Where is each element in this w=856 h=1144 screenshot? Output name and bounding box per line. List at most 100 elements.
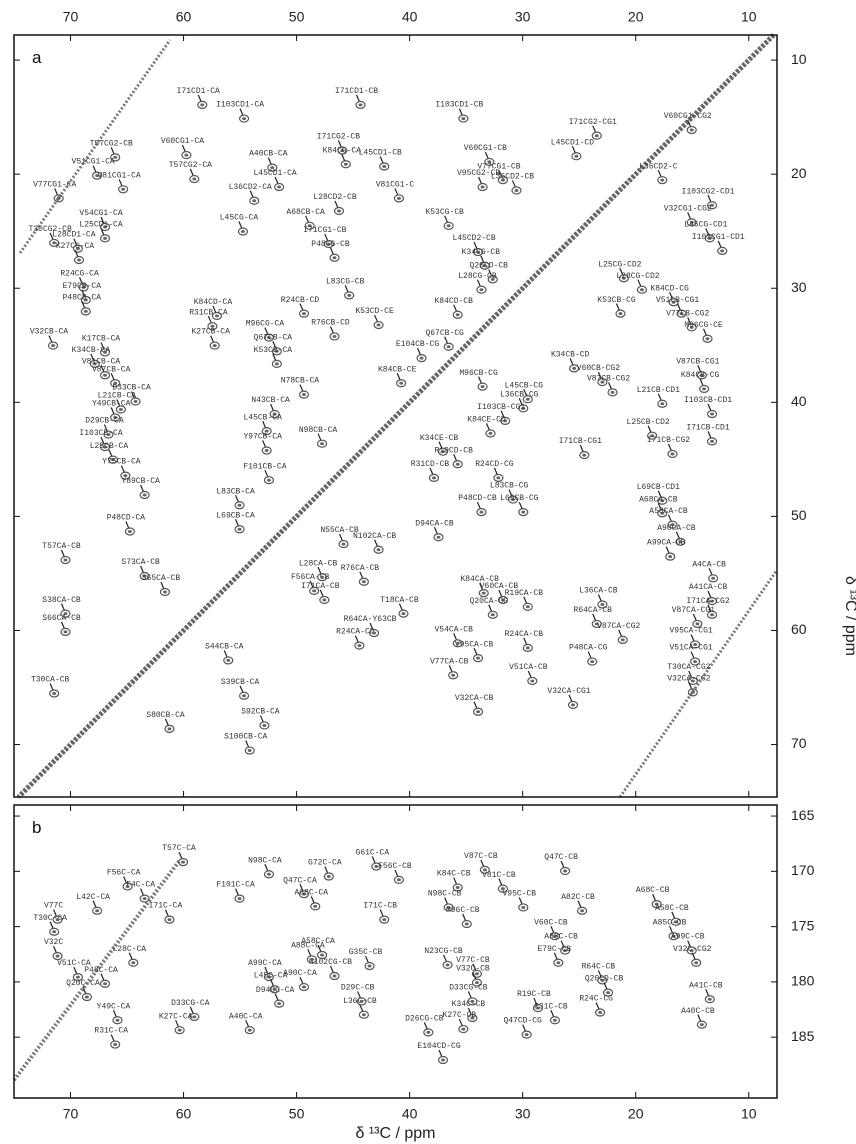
peak-label: F56C-CA <box>107 869 141 878</box>
peak-label: V32C-CG2 <box>673 945 712 954</box>
peak-label: P48CD-CB <box>458 494 497 503</box>
peak-label: Q47CD-CG <box>503 1017 542 1026</box>
cross-peak-core <box>456 642 460 645</box>
cross-peak-core <box>574 155 578 158</box>
peak-label: V54CG1-CA <box>79 209 122 218</box>
cross-peak-core <box>563 869 567 872</box>
cross-peak-core <box>668 555 672 558</box>
peak-label: T30CA-CB <box>31 676 70 685</box>
peak-label: T57CA-CB <box>42 542 81 551</box>
cross-peak-core <box>320 953 324 956</box>
cross-peak-core <box>181 861 185 864</box>
peak-label: A58CA-CB <box>649 507 688 516</box>
cross-peak-core <box>362 580 366 583</box>
cross-peak-core <box>52 930 56 933</box>
peak-label: L28CA-CB <box>299 559 338 568</box>
peak-label: K84CG-CA <box>323 146 362 155</box>
peak-label: D29C-CB <box>341 984 375 993</box>
cross-peak-core <box>530 679 534 682</box>
peak-label: V77CA-CB <box>430 657 469 666</box>
cross-peak-core <box>426 1031 430 1034</box>
x-tick-label: 30 <box>515 1106 531 1122</box>
peak-label: I71CG2-CB <box>317 133 360 142</box>
cross-peak-core <box>357 644 361 647</box>
peak-label: L45CD1-CA <box>254 169 297 178</box>
cross-peak-core <box>451 674 455 677</box>
peak-label: L25CB-CD2 <box>627 418 670 427</box>
cross-peak-core <box>327 875 331 878</box>
peak-label: I71C-CB <box>363 902 397 911</box>
peak-label: K53CB-CG <box>597 296 636 305</box>
panel-label: b <box>32 818 41 837</box>
peak-label: Y49CB-CA <box>92 400 131 409</box>
x-tick-label: 60 <box>176 1106 192 1122</box>
x-tick-label: 70 <box>63 1106 79 1122</box>
peak-label: E104CD-CG <box>417 1042 460 1051</box>
peak-label: V60CB-CG2 <box>577 364 620 373</box>
peak-label: N43CB-CA <box>251 396 290 405</box>
peak-label: I103CD1-CA <box>216 101 264 110</box>
peak-label: V81CG1-C <box>376 181 415 190</box>
peak-label: R31C-CB <box>534 1002 568 1011</box>
peak-label: V60C-CB <box>534 918 568 927</box>
cross-peak-core <box>359 103 363 106</box>
cross-peak-core <box>526 646 530 649</box>
cross-peak-core <box>192 178 196 181</box>
peak-label: L28C-CA <box>112 945 146 954</box>
cross-peak-core <box>262 724 266 727</box>
peak-label: N102CG-CB <box>309 958 352 967</box>
y-tick-label: 170 <box>791 862 815 878</box>
cross-peak-core <box>238 528 242 531</box>
peak-label: V87CB-CG2 <box>587 374 630 383</box>
peak-label: I103CB-CD1 <box>684 396 732 405</box>
peak-label: F56C-CB <box>378 862 412 871</box>
peak-label: V32CA-CG1 <box>547 687 590 696</box>
peak-label: G35C-CB <box>349 948 383 957</box>
peak-label: I71CD1-CA <box>177 87 220 96</box>
cross-peak-core <box>267 479 271 482</box>
cross-peak-core <box>178 1029 182 1032</box>
cross-peak-core <box>337 209 341 212</box>
y-tick-label: 165 <box>791 807 815 823</box>
cross-peak-core <box>265 449 269 452</box>
cross-peak-core <box>441 1059 445 1062</box>
cross-peak-core <box>273 988 277 991</box>
peak-label: D26CG-CB <box>405 1015 444 1024</box>
cross-peak-core <box>103 237 107 240</box>
peak-label: K84C-CB <box>437 870 471 879</box>
cross-peak-core <box>163 590 167 593</box>
peak-label: Q67CB-CG <box>425 329 464 338</box>
peak-label: S80CB-CA <box>146 711 185 720</box>
peak-label: A90C-CA <box>283 969 317 978</box>
cross-peak-core <box>461 1028 465 1031</box>
peak-label: V81CG1-CA <box>98 171 141 180</box>
peak-label: L36CD2-CA <box>229 183 272 192</box>
peak-label: P48CB-CA <box>63 293 102 302</box>
peak-label: R24CD-CG <box>475 460 514 469</box>
peak-label: P48CD-CA <box>107 514 146 523</box>
cross-peak-core <box>184 154 188 157</box>
peak-label: V87CB-CA <box>92 365 131 374</box>
cross-peak-core <box>482 592 486 595</box>
peak-label: L36CD2-C <box>639 162 678 171</box>
cross-peak-core <box>313 905 317 908</box>
panel: 70605040302010165170175180185bδ ¹³C / pp… <box>14 805 815 1142</box>
x-tick-label: 10 <box>741 9 757 25</box>
peak-label: R24CG-CA <box>60 270 99 279</box>
cross-peak-core <box>242 117 246 120</box>
peak-label: A40CB-CA <box>249 150 288 159</box>
cross-peak-core <box>143 494 147 497</box>
cross-peak-core <box>77 259 81 262</box>
cross-peak-core <box>660 179 664 182</box>
cross-peak-core <box>476 657 480 660</box>
peak-label: K27CB-CA <box>191 328 230 337</box>
peak-label: V87CB-CG1 <box>676 357 719 366</box>
peak-label: K84CD-CA <box>194 298 233 307</box>
cross-peak-core <box>115 1019 119 1022</box>
cross-peak-core <box>706 337 710 340</box>
cross-peak-core <box>226 659 230 662</box>
cross-peak-core <box>277 1002 281 1005</box>
cross-peak-core <box>382 165 386 168</box>
cross-peak-core <box>167 727 171 730</box>
cross-peak-core <box>241 230 245 233</box>
